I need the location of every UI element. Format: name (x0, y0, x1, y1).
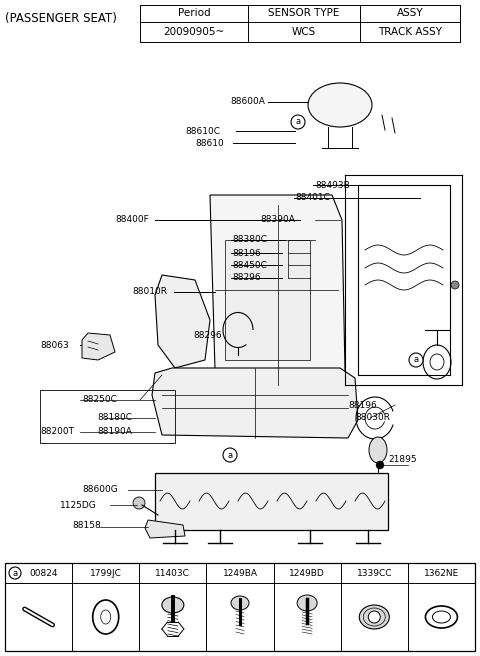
Bar (5, 563, 475, 651)
Text: 88180C: 88180C (97, 413, 132, 422)
Circle shape (291, 115, 305, 129)
Circle shape (9, 567, 21, 579)
Circle shape (409, 353, 423, 367)
Ellipse shape (376, 461, 384, 469)
Polygon shape (155, 275, 210, 368)
Text: 88010R: 88010R (132, 287, 167, 297)
Text: 00824: 00824 (29, 569, 58, 577)
Text: 88030R: 88030R (355, 413, 390, 422)
Text: a: a (295, 117, 300, 127)
Text: 88296: 88296 (193, 331, 222, 340)
Text: 1125DG: 1125DG (60, 501, 97, 510)
Text: 88196: 88196 (348, 401, 377, 409)
Text: 11403C: 11403C (156, 569, 190, 577)
Text: a: a (413, 356, 419, 365)
Bar (225, 240, 310, 360)
Ellipse shape (368, 611, 380, 623)
Bar (40, 390, 175, 443)
Text: 88600A: 88600A (230, 98, 265, 106)
Ellipse shape (308, 83, 372, 127)
Ellipse shape (369, 437, 387, 463)
Text: SENSOR TYPE: SENSOR TYPE (268, 9, 340, 18)
Text: 88400F: 88400F (115, 216, 149, 224)
Text: 88493B: 88493B (315, 180, 350, 190)
Text: 88158: 88158 (72, 520, 101, 529)
Ellipse shape (360, 605, 389, 629)
Text: 20090905~: 20090905~ (163, 27, 225, 37)
Text: 88196: 88196 (232, 249, 261, 258)
Text: 88610C: 88610C (185, 127, 220, 136)
Text: 88063: 88063 (40, 340, 69, 350)
Text: 88450C: 88450C (232, 260, 267, 270)
Polygon shape (145, 520, 185, 538)
Polygon shape (210, 195, 345, 390)
Text: 1362NE: 1362NE (424, 569, 459, 577)
Polygon shape (152, 368, 358, 438)
Text: 1249BD: 1249BD (289, 569, 325, 577)
Text: a: a (228, 451, 233, 459)
Polygon shape (82, 333, 115, 360)
Text: 88600G: 88600G (82, 485, 118, 495)
Text: 21895: 21895 (388, 455, 417, 464)
Text: 1799JC: 1799JC (90, 569, 121, 577)
Text: 88190A: 88190A (97, 428, 132, 436)
Ellipse shape (231, 596, 249, 610)
Text: ASSY: ASSY (396, 9, 423, 18)
Circle shape (223, 448, 237, 462)
Text: WCS: WCS (292, 27, 316, 37)
Text: 88610: 88610 (195, 138, 224, 148)
Text: Period: Period (178, 9, 210, 18)
Ellipse shape (297, 595, 317, 611)
Text: TRACK ASSY: TRACK ASSY (378, 27, 442, 37)
Ellipse shape (451, 281, 459, 289)
Text: 88200T: 88200T (40, 428, 74, 436)
Text: 1249BA: 1249BA (223, 569, 257, 577)
Text: 1339CC: 1339CC (357, 569, 392, 577)
Text: 88390A: 88390A (260, 216, 295, 224)
Ellipse shape (162, 597, 184, 613)
Text: 88250C: 88250C (82, 396, 117, 405)
Bar (155, 473, 388, 530)
Text: 88296: 88296 (232, 274, 261, 283)
Text: a: a (12, 569, 18, 577)
Text: 88401C: 88401C (295, 194, 330, 203)
Text: 88380C: 88380C (232, 236, 267, 245)
Text: (PASSENGER SEAT): (PASSENGER SEAT) (5, 12, 117, 25)
Ellipse shape (133, 497, 145, 509)
